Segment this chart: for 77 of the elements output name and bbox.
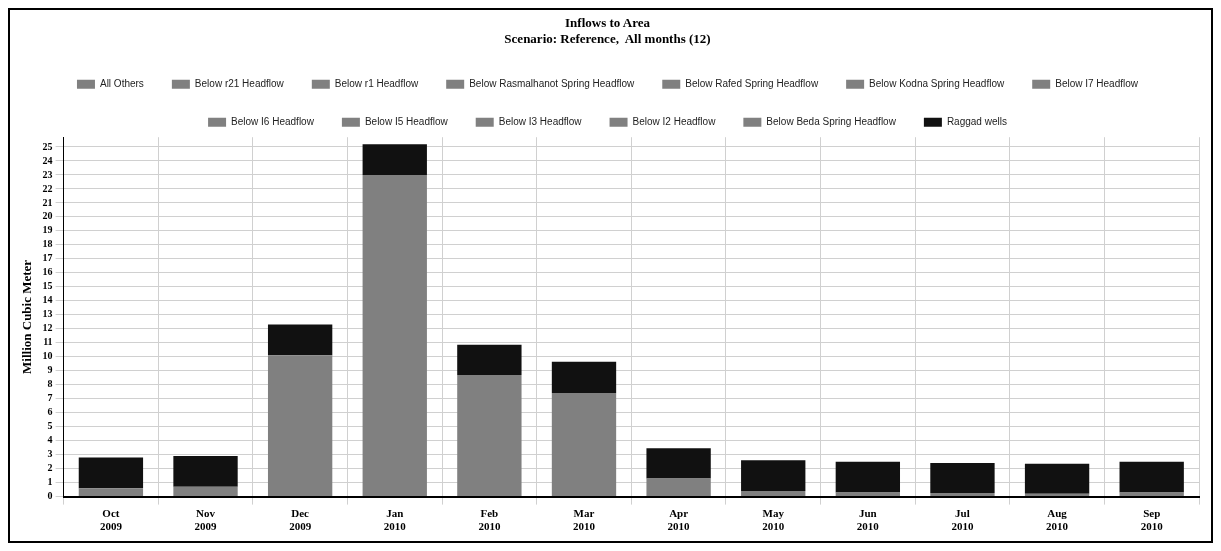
- bar: [930, 463, 995, 494]
- y-tick-label: 24: [42, 154, 53, 166]
- bar: [646, 478, 711, 497]
- bar: [835, 461, 901, 493]
- bar: [551, 361, 617, 394]
- legend-label: Below r1 Headflow: [334, 77, 419, 89]
- y-tick-label: 16: [42, 266, 53, 278]
- legend-label: All Others: [99, 77, 144, 89]
- bar: [173, 486, 238, 497]
- legend-label: Below r21 Headflow: [194, 77, 285, 89]
- y-tick-label: 1: [47, 476, 53, 488]
- bar: [267, 355, 333, 497]
- bar: [930, 493, 995, 497]
- x-tick-label: Jul 2010: [951, 507, 974, 533]
- bar: [1119, 492, 1184, 497]
- y-tick-label: 2: [47, 462, 53, 474]
- y-tick-label: 21: [42, 196, 53, 208]
- bar: [78, 457, 144, 489]
- y-tick-label: 10: [42, 350, 53, 362]
- legend-label: Below I2 Headflow: [632, 115, 717, 127]
- bar: [646, 448, 711, 479]
- bar: [362, 174, 427, 497]
- y-tick-label: 14: [42, 294, 53, 306]
- y-tick-label: 6: [47, 406, 53, 418]
- y-tick-label: 0: [47, 490, 53, 502]
- y-tick-label: 17: [42, 252, 53, 264]
- x-tick-label: Jan 2010: [383, 507, 407, 533]
- y-tick-label: 4: [47, 434, 53, 446]
- x-tick-label: Sep 2010: [1140, 507, 1164, 533]
- x-tick-label: Dec 2009: [289, 507, 312, 533]
- bar: [457, 374, 522, 497]
- legend-label: Below I7 Headflow: [1055, 77, 1139, 89]
- x-tick-label: Oct 2009: [99, 507, 123, 533]
- bar: [551, 393, 617, 497]
- x-tick-label: May 2010: [762, 507, 785, 533]
- y-axis-title: Million Cubic Meter: [19, 259, 35, 374]
- x-tick-label: Nov 2009: [194, 507, 218, 533]
- y-tick-label: 12: [42, 322, 53, 334]
- bar: [1024, 463, 1090, 494]
- y-tick-label: 15: [42, 280, 53, 292]
- x-tick-label: Jun 2010: [856, 507, 880, 533]
- legend-label: Below I5 Headflow: [364, 115, 449, 127]
- bar: [835, 492, 901, 497]
- y-tick-label: 3: [47, 448, 53, 460]
- legend-label: Below Beda Spring Headflow: [766, 115, 897, 127]
- legend-label: Raggad wells: [946, 115, 1007, 127]
- legend-label: Below Kodna Spring Headflow: [869, 77, 1005, 89]
- legend-label: Below I3 Headflow: [498, 115, 583, 127]
- y-tick-label: 19: [42, 224, 53, 236]
- x-tick-label: Feb 2010: [478, 507, 501, 533]
- chart-title: Inflows to Area: [565, 15, 651, 31]
- bar: [741, 460, 806, 492]
- bar: [78, 488, 144, 497]
- y-tick-label: 20: [42, 210, 53, 222]
- y-tick-label: 5: [47, 420, 53, 432]
- y-tick-label: 9: [47, 364, 53, 376]
- y-tick-label: 11: [43, 336, 53, 348]
- y-tick-label: 13: [42, 308, 53, 320]
- bar: [741, 491, 806, 497]
- y-tick-label: 22: [42, 182, 53, 194]
- legend-label: Below Rasmalhanot Spring Headflow: [469, 77, 636, 89]
- y-tick-label: 25: [42, 140, 53, 152]
- y-tick-label: 7: [47, 392, 53, 404]
- bar: [1119, 461, 1184, 493]
- x-tick-label: Aug 2010: [1046, 507, 1069, 533]
- y-tick-label: 8: [47, 378, 53, 390]
- bar: [173, 456, 238, 487]
- x-tick-label: Apr 2010: [667, 507, 691, 533]
- y-tick-label: 18: [42, 238, 53, 250]
- bar: [362, 144, 427, 175]
- x-tick-label: Mar 2010: [572, 507, 596, 533]
- chart-subtitle: Scenario: Reference, All months (12): [504, 30, 711, 46]
- legend-label: Below Rafed Spring Headflow: [685, 77, 819, 89]
- bar: [457, 344, 522, 375]
- legend-label: Below I6 Headflow: [231, 115, 315, 127]
- y-tick-label: 23: [42, 168, 53, 180]
- bar: [267, 324, 333, 356]
